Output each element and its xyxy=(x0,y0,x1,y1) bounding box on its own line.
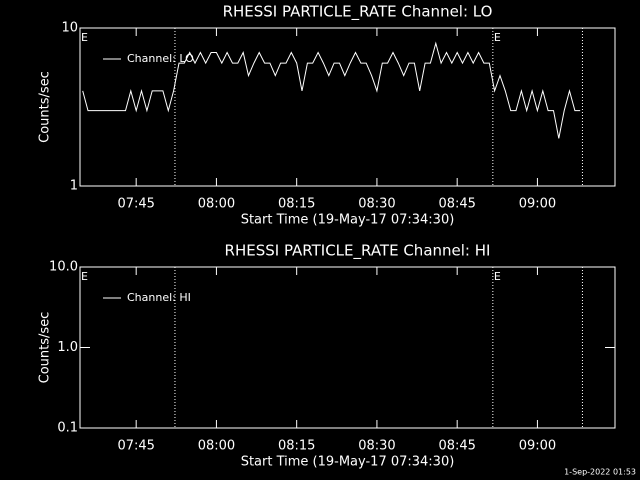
plot-frame xyxy=(79,27,616,187)
event-label: E xyxy=(81,31,88,44)
event-label: E xyxy=(81,270,88,283)
x-axis-label: Start Time (19-May-17 07:34:30) xyxy=(241,455,455,470)
x-tick-label: 08:00 xyxy=(198,439,235,454)
y-tick-label: 10 xyxy=(61,21,78,36)
x-tick-label: 09:00 xyxy=(519,439,556,454)
x-tick-label: 08:15 xyxy=(278,197,315,212)
event-label: E xyxy=(494,31,501,44)
chart-title: RHESSI PARTICLE_RATE Channel: LO xyxy=(223,3,493,22)
y-tick-label: 10.0 xyxy=(49,260,78,275)
x-axis-label: Start Time (19-May-17 07:34:30) xyxy=(241,213,455,228)
y-axis-label: Counts/sec xyxy=(38,71,53,143)
x-tick-label: 08:30 xyxy=(358,197,395,212)
x-tick-label: 08:00 xyxy=(198,197,235,212)
legend-label: Channel: HI xyxy=(127,291,191,304)
y-tick-label: 0.1 xyxy=(57,421,78,436)
chart-title: RHESSI PARTICLE_RATE Channel: HI xyxy=(225,242,491,261)
event-label: E xyxy=(494,270,501,283)
data-line xyxy=(82,41,581,139)
x-tick-label: 08:45 xyxy=(438,439,475,454)
y-tick-label: 1.0 xyxy=(57,340,78,355)
x-tick-label: 09:00 xyxy=(519,197,556,212)
timestamp: 1-Sep-2022 01:53 xyxy=(564,468,636,477)
x-tick-label: 08:15 xyxy=(278,439,315,454)
x-tick-label: 08:30 xyxy=(358,439,395,454)
y-axis-label: Counts/sec xyxy=(38,312,53,384)
x-tick-label: 07:45 xyxy=(117,439,154,454)
y-tick-label: 1 xyxy=(70,179,78,194)
x-tick-label: 07:45 xyxy=(117,197,154,212)
legend-label: Channel: LO xyxy=(127,52,194,65)
x-tick-label: 08:45 xyxy=(438,197,475,212)
